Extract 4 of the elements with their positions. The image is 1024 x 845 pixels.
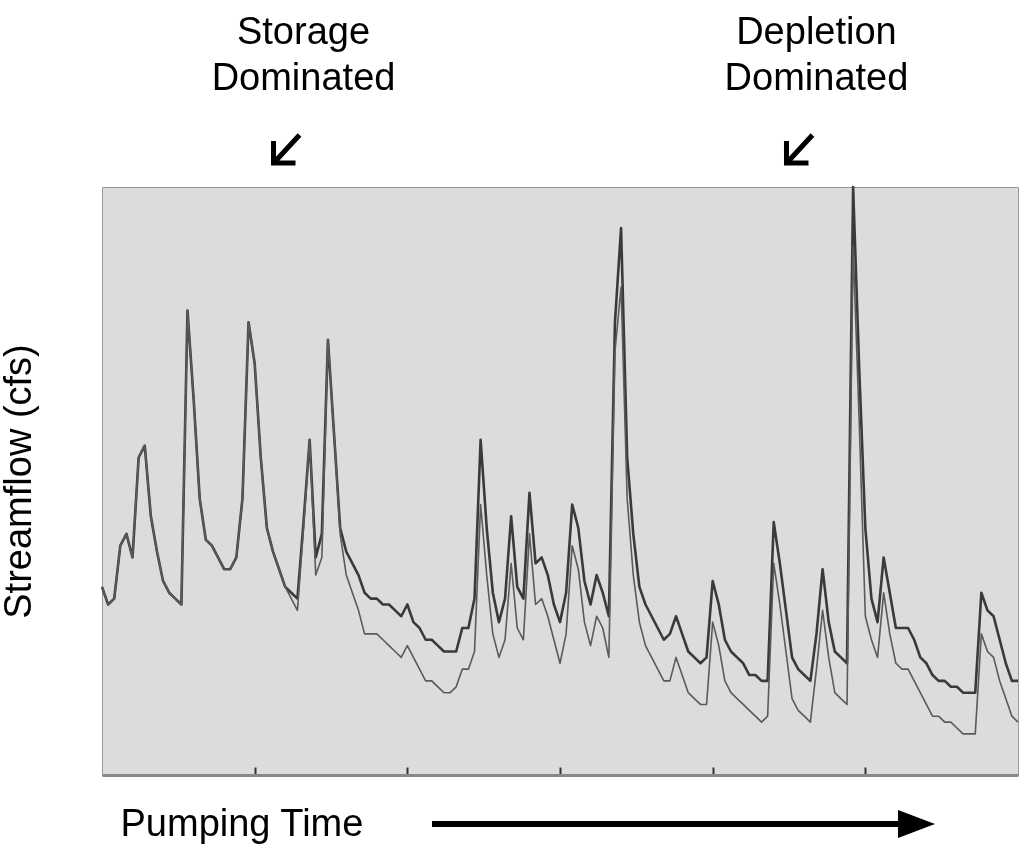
- text: Depletion Dominated: [724, 9, 909, 100]
- x-axis-title: Pumping Time: [120, 801, 364, 844]
- y-axis-title: Streamflow (cfs): [0, 344, 39, 619]
- text: Storage Dominated: [211, 9, 396, 100]
